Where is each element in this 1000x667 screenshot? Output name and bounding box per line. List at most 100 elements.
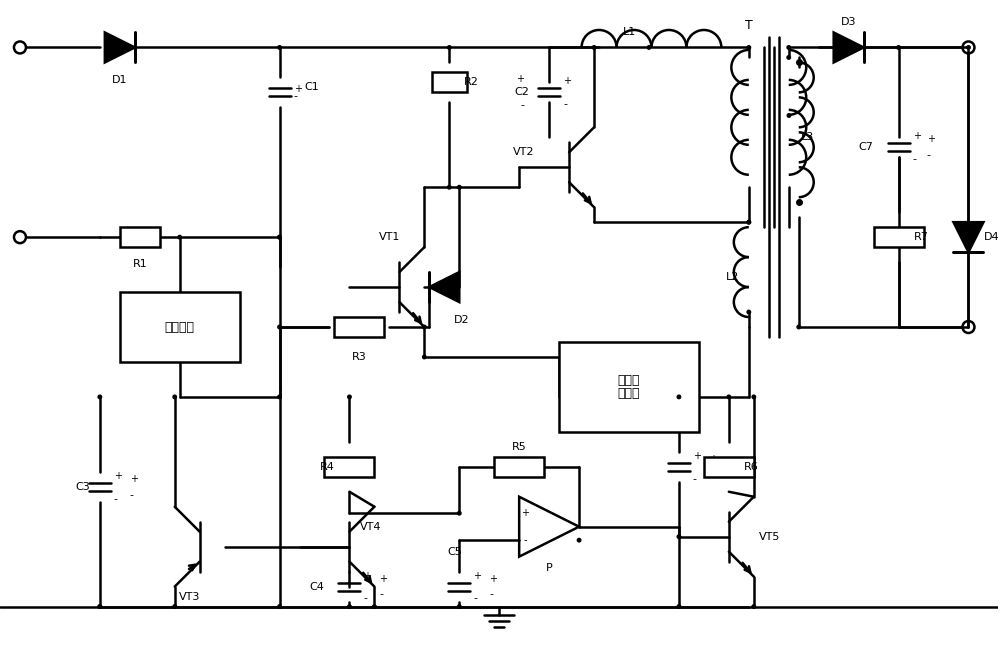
Text: +: +: [130, 474, 138, 484]
Text: +: +: [473, 570, 481, 580]
Text: +: +: [521, 508, 529, 518]
Text: C1: C1: [305, 83, 319, 93]
Text: R5: R5: [512, 442, 527, 452]
Text: -: -: [523, 535, 527, 545]
Text: D3: D3: [841, 17, 856, 27]
Text: -: -: [114, 494, 118, 504]
Text: R3: R3: [352, 352, 367, 362]
Bar: [704, 457, 754, 477]
Text: +: +: [709, 454, 717, 464]
Circle shape: [458, 512, 461, 515]
Text: VT3: VT3: [179, 592, 200, 602]
Bar: [874, 227, 924, 247]
Circle shape: [448, 46, 451, 49]
Circle shape: [423, 325, 426, 329]
Circle shape: [173, 605, 176, 608]
Polygon shape: [834, 33, 864, 63]
Circle shape: [897, 46, 900, 49]
Bar: [324, 457, 374, 477]
Polygon shape: [953, 222, 983, 252]
Text: +: +: [927, 134, 935, 144]
Circle shape: [278, 235, 281, 239]
Circle shape: [348, 605, 351, 608]
Circle shape: [348, 395, 351, 399]
Circle shape: [752, 605, 756, 608]
Circle shape: [577, 538, 581, 542]
Circle shape: [752, 395, 756, 399]
Text: L2: L2: [725, 272, 739, 282]
Text: P: P: [546, 563, 553, 573]
Polygon shape: [429, 272, 459, 302]
Circle shape: [677, 535, 681, 538]
Circle shape: [278, 235, 281, 239]
Bar: [559, 342, 699, 432]
Circle shape: [647, 46, 651, 49]
Text: C5: C5: [447, 547, 462, 557]
Text: VT4: VT4: [359, 522, 381, 532]
Circle shape: [278, 325, 281, 329]
Circle shape: [458, 185, 461, 189]
Text: -: -: [473, 594, 477, 604]
Text: C6: C6: [719, 462, 734, 472]
Text: D2: D2: [454, 315, 470, 325]
Text: 收电路: 收电路: [618, 387, 640, 400]
Text: -: -: [363, 594, 367, 604]
Circle shape: [278, 46, 281, 49]
Circle shape: [448, 185, 451, 189]
Text: VT1: VT1: [379, 232, 400, 242]
Bar: [432, 73, 467, 93]
Text: +: +: [114, 471, 122, 481]
Text: 调频电路: 调频电路: [165, 321, 195, 334]
Circle shape: [173, 395, 176, 399]
Circle shape: [747, 220, 751, 224]
Text: +: +: [363, 570, 371, 580]
Circle shape: [677, 605, 681, 608]
Circle shape: [727, 395, 731, 399]
Circle shape: [278, 605, 281, 608]
Polygon shape: [105, 33, 135, 63]
Circle shape: [98, 395, 102, 399]
Circle shape: [278, 395, 281, 399]
Text: VT2: VT2: [513, 147, 534, 157]
Text: +: +: [294, 85, 302, 94]
Bar: [120, 292, 240, 362]
Text: T: T: [745, 19, 753, 33]
Text: -: -: [709, 470, 713, 480]
Text: C7: C7: [859, 142, 874, 152]
Text: -: -: [379, 590, 383, 600]
Text: R7: R7: [914, 232, 928, 242]
Text: -: -: [489, 590, 493, 600]
Text: L1: L1: [622, 27, 636, 37]
Text: -: -: [520, 100, 524, 110]
Text: 高压吸: 高压吸: [618, 374, 640, 387]
Text: D4: D4: [983, 232, 999, 242]
Text: +: +: [693, 451, 701, 461]
Text: R1: R1: [132, 259, 147, 269]
Circle shape: [747, 310, 751, 313]
Circle shape: [967, 46, 970, 49]
Circle shape: [592, 46, 596, 49]
Text: C2: C2: [514, 87, 529, 97]
Circle shape: [178, 235, 181, 239]
Text: VT5: VT5: [759, 532, 780, 542]
Text: +: +: [489, 574, 497, 584]
Text: C3: C3: [75, 482, 90, 492]
Text: +: +: [563, 77, 571, 87]
Circle shape: [98, 605, 102, 608]
Bar: [494, 457, 544, 477]
Text: R2: R2: [464, 77, 479, 87]
Text: +: +: [516, 75, 524, 85]
Bar: [120, 227, 160, 247]
Circle shape: [787, 55, 791, 59]
Text: R4: R4: [320, 462, 334, 472]
Circle shape: [797, 325, 800, 329]
Circle shape: [787, 46, 791, 49]
Text: L3: L3: [800, 132, 814, 142]
Text: •: •: [784, 108, 794, 126]
Circle shape: [373, 605, 376, 608]
Bar: [334, 317, 384, 337]
Text: -: -: [693, 474, 697, 484]
Circle shape: [423, 356, 426, 359]
Circle shape: [98, 605, 102, 608]
Text: -: -: [130, 490, 134, 500]
